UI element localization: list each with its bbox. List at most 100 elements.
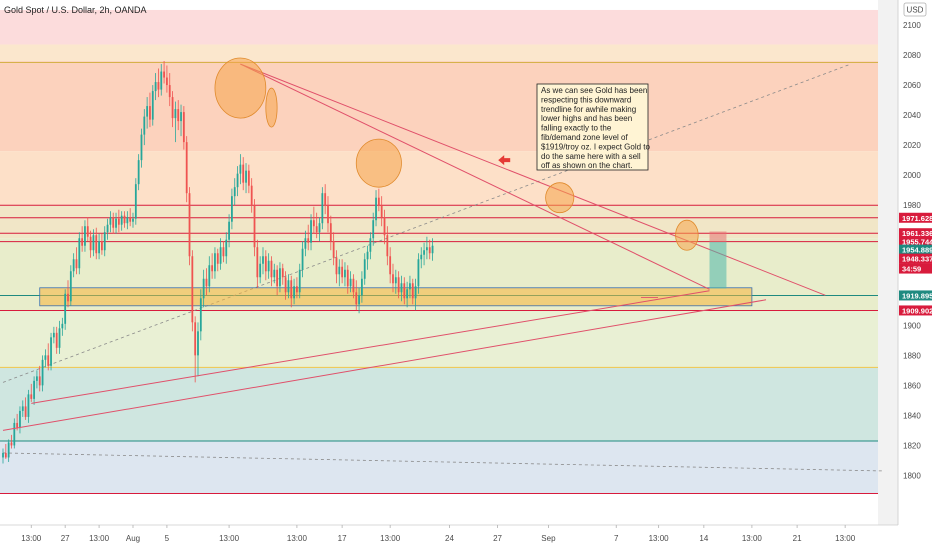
trendline-0 — [240, 63, 826, 296]
candle-body — [284, 277, 287, 293]
candle-body — [126, 217, 129, 224]
candle-body — [338, 266, 341, 275]
time-tick-label: 13:00 — [287, 534, 308, 543]
candle-body — [236, 173, 239, 188]
candle-body — [281, 268, 284, 278]
candle-body — [84, 226, 86, 246]
time-tick-label: 24 — [445, 534, 454, 543]
highlight-circle-0 — [214, 57, 267, 119]
dotted-line-0 — [2, 63, 851, 383]
projection-target-zone — [709, 241, 727, 289]
price-tick-label: 2080 — [903, 51, 921, 60]
candle-body — [372, 220, 375, 239]
price-badge — [899, 263, 932, 274]
price-tick-label: 1880 — [903, 351, 921, 360]
candle-body — [69, 271, 72, 302]
candle-body — [287, 280, 290, 293]
candle-body — [52, 332, 55, 338]
trendline-1 — [240, 63, 710, 290]
highlight-circles — [214, 57, 699, 251]
time-tick-label: 13:00 — [649, 534, 670, 543]
candle-body — [346, 269, 349, 287]
candle-body — [98, 241, 100, 254]
time-tick-label: 21 — [793, 534, 802, 543]
candle-body — [7, 442, 10, 458]
annotation-line: respecting this downward — [541, 95, 631, 104]
time-tick-label: 13:00 — [835, 534, 856, 543]
candle-body — [58, 328, 61, 348]
time-tick-label: 13:00 — [219, 534, 240, 543]
candle-body — [332, 241, 335, 258]
price-badge — [899, 305, 932, 316]
candle-body — [377, 197, 380, 206]
price-tick-label-top: 2100 — [903, 21, 921, 30]
sell-projection — [640, 231, 727, 298]
candle-body — [315, 226, 318, 233]
candle-body — [411, 283, 414, 299]
candle-body — [349, 278, 352, 287]
annotation-line: falling exactly to the — [541, 124, 612, 133]
price-tick-label: 2040 — [903, 111, 921, 120]
candle-body — [117, 218, 120, 225]
candle-body — [276, 269, 279, 287]
candle-body — [177, 109, 180, 122]
candle-body — [225, 239, 228, 257]
candle-body — [247, 170, 250, 186]
candle-body — [157, 82, 160, 90]
time-ticks: 13:00 27 13:00 Aug 5 13:00 13:00 17 13:00 24 27 Sep… — [21, 525, 856, 543]
candle-body — [61, 323, 64, 329]
price-badges: 1971.628 1961.3361955.7441954.8891948.337… — [899, 212, 932, 316]
price-tick-label: 1820 — [903, 441, 921, 450]
candle-body — [81, 238, 84, 246]
candle-body — [137, 160, 140, 185]
price-badge — [899, 253, 932, 264]
time-tick-label: 7 — [614, 534, 619, 543]
candle-body — [403, 283, 406, 299]
annotation-box: As we can see Gold has been respecting th… — [536, 83, 651, 171]
candle-body — [27, 394, 30, 417]
annotation-line: lower highs and has been — [541, 114, 632, 123]
candle-body — [233, 187, 236, 197]
candle-body — [149, 106, 151, 120]
annotation-line: do the same here with a sell — [541, 152, 641, 161]
candle-body — [10, 442, 13, 446]
price-tick-label: 1800 — [903, 471, 921, 480]
candle-body — [13, 422, 16, 446]
currency-badge[interactable]: USD — [903, 2, 927, 17]
candle-body — [307, 238, 310, 243]
candle-body — [383, 217, 386, 236]
candle-body — [44, 355, 47, 360]
candle-body — [369, 238, 372, 252]
candle-body — [182, 112, 185, 143]
candle-body — [185, 142, 188, 194]
candle-body — [279, 268, 281, 287]
candle-body — [64, 293, 67, 324]
candle-body — [397, 277, 400, 293]
candle-body — [129, 217, 132, 222]
candle-body — [355, 292, 358, 305]
highlight-circle-1 — [265, 87, 278, 128]
candle-body — [290, 280, 293, 299]
candle-body — [423, 250, 425, 255]
candle-body — [180, 112, 182, 122]
dotted-line-1 — [2, 452, 885, 472]
candle-body — [219, 247, 222, 264]
price-badge-label: 1961.336 — [902, 229, 932, 238]
price-badge — [899, 212, 932, 223]
trendline-3 — [2, 299, 767, 431]
candle-body — [36, 376, 38, 381]
candle-body — [341, 266, 344, 278]
candle-body — [406, 289, 409, 299]
candle-body — [146, 106, 149, 117]
candle-body — [92, 235, 95, 251]
candle-body — [132, 218, 134, 222]
highlight-circle-3 — [545, 182, 575, 214]
red-arrow-icon — [498, 155, 511, 166]
candle-body — [304, 238, 307, 249]
price-tick-label: 1840 — [903, 411, 921, 420]
candle-body — [188, 193, 191, 257]
candle-body — [197, 331, 199, 356]
price-badge-label: 1971.628 — [902, 214, 932, 223]
candle-body — [298, 269, 301, 293]
